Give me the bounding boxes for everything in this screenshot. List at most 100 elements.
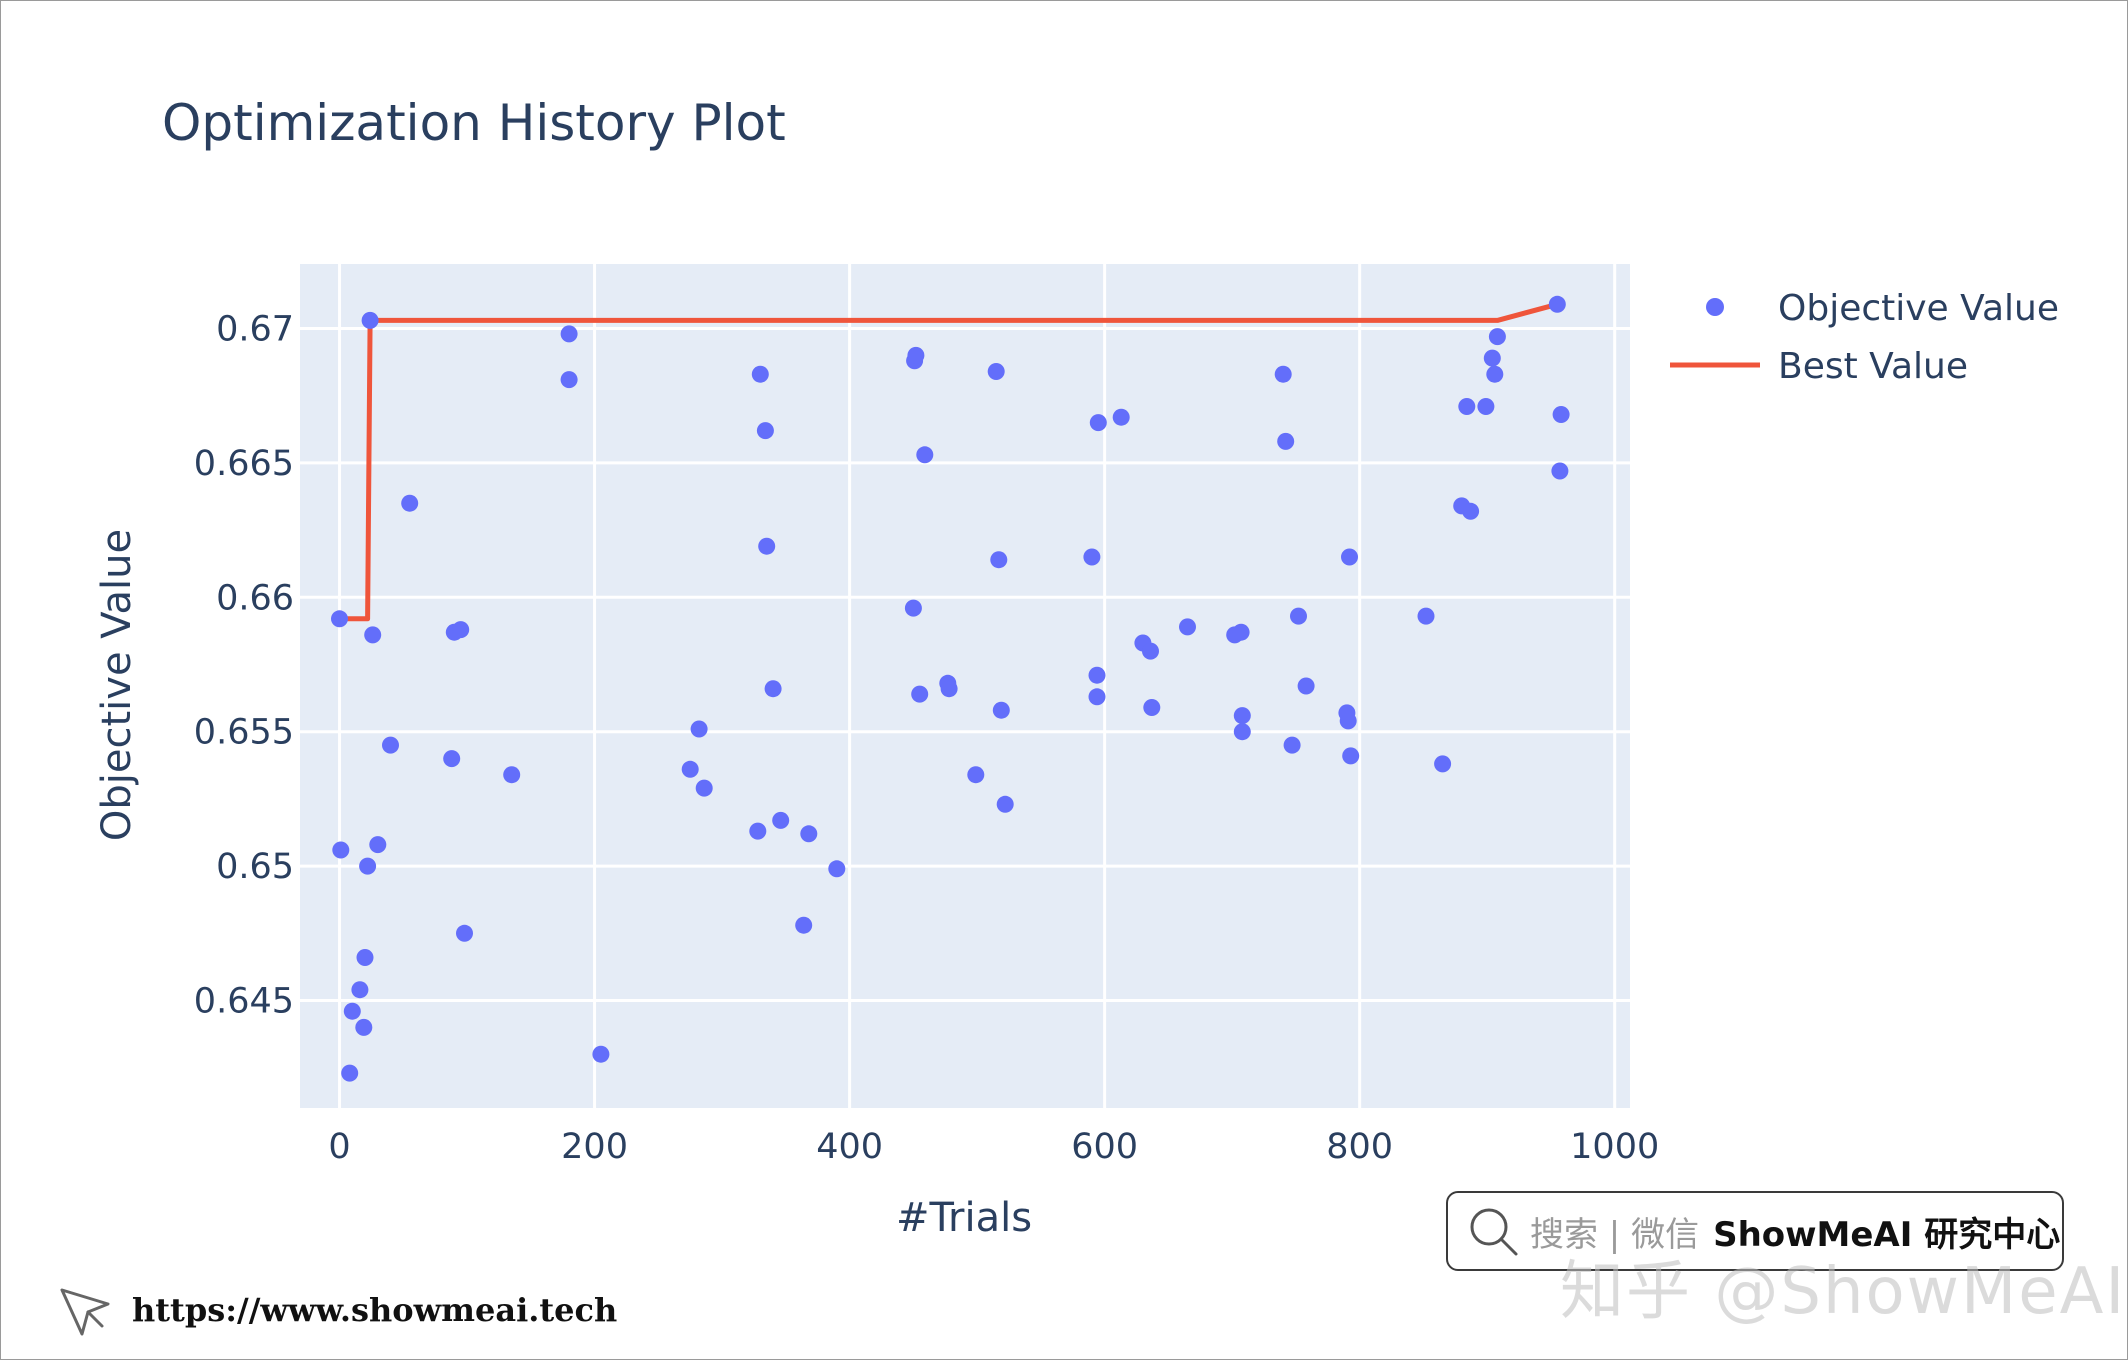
objective-value-point (341, 1064, 359, 1082)
objective-value-point (359, 857, 377, 875)
objective-value-point (1488, 328, 1506, 346)
objective-value-point (351, 981, 369, 999)
x-tick-label: 400 (816, 1127, 883, 1167)
objective-value-point (443, 750, 461, 768)
objective-value-point (758, 537, 776, 555)
objective-value-point (1486, 365, 1504, 383)
y-tick-label: 0.645 (194, 981, 294, 1021)
objective-value-point (1112, 408, 1130, 426)
objective-value-point (751, 365, 769, 383)
objective-value-point (987, 363, 1005, 380)
search-text: 搜索 | 微信 (1530, 1214, 1700, 1255)
y-tick-label: 0.67 (216, 310, 294, 350)
objective-value-point (1088, 688, 1106, 706)
objective-value-point (1179, 618, 1196, 636)
y-tick-label: 0.65 (216, 847, 294, 887)
objective-value-point (1143, 699, 1161, 716)
objective-value-point (1088, 666, 1106, 684)
legend-entry: Best Value (1778, 346, 1968, 387)
objective-value-point (355, 1018, 373, 1036)
objective-value-point (1458, 398, 1476, 415)
objective-value-point (331, 610, 348, 628)
plot-area (300, 264, 1630, 1108)
chart-title: Optimization History Plot (162, 94, 786, 152)
x-tick-label: 600 (1071, 1127, 1138, 1167)
objective-value-point (1552, 406, 1570, 423)
objective-value-point (749, 822, 767, 840)
objective-value-point (401, 494, 419, 512)
objective-value-point (967, 766, 985, 784)
objective-value-point (1089, 414, 1107, 432)
legend: Objective Value Best Value (1670, 288, 2059, 387)
objective-value-point (364, 626, 382, 644)
objective-value-point (795, 916, 813, 934)
objective-value-point (904, 599, 922, 617)
objective-value-point (940, 680, 958, 698)
objective-value-point (695, 779, 713, 797)
objective-value-point (332, 841, 350, 859)
cursor-icon (58, 1282, 114, 1338)
search-badge: 搜索 | 微信 ShowMeAI 研究中心 (1446, 1191, 2064, 1271)
objective-value-point (1551, 462, 1569, 480)
objective-value-point (1297, 677, 1315, 695)
objective-value-point (911, 685, 929, 703)
objective-value-point (369, 836, 387, 854)
objective-value-point (764, 680, 782, 698)
objective-value-point (1290, 607, 1307, 625)
footer: https://www.showmeai.tech (58, 1282, 617, 1338)
y-tick-label: 0.665 (194, 444, 294, 484)
x-axis-label: #Trials (896, 1195, 1032, 1241)
objective-value-point (503, 766, 521, 784)
objective-value-point (916, 446, 934, 464)
objective-value-point (1142, 642, 1159, 660)
objective-value-point (1277, 432, 1295, 450)
objective-value-point (343, 1002, 361, 1020)
legend-entry: Objective Value (1778, 288, 2059, 329)
objective-value-point (1341, 548, 1358, 566)
objective-value-point (1233, 723, 1251, 741)
legend-marker-swatch (1706, 298, 1724, 316)
objective-value-point (1417, 607, 1435, 625)
search-icon (1466, 1204, 1520, 1258)
objective-value-point (356, 949, 374, 966)
objective-value-point (382, 736, 399, 754)
objective-value-point (1462, 502, 1480, 520)
objective-value-point (828, 860, 846, 878)
objective-value-point (1342, 747, 1360, 765)
objective-value-point (800, 825, 818, 843)
y-axis-label: Objective Value (94, 529, 140, 841)
objective-value-point (756, 422, 774, 440)
objective-value-point (1477, 398, 1495, 415)
x-tick-label: 0 (328, 1127, 350, 1167)
objective-value-point (592, 1045, 610, 1063)
y-tick-label: 0.66 (216, 578, 294, 618)
objective-value-point (1233, 707, 1251, 725)
watermark: 知乎 @ShowMeAI (1560, 1255, 2127, 1329)
objective-value-point (1274, 365, 1292, 383)
x-tick-label: 200 (561, 1127, 628, 1167)
objective-value-point (690, 720, 708, 738)
objective-value-point (1434, 755, 1452, 773)
objective-value-point (560, 371, 578, 389)
objective-value-point (772, 811, 790, 829)
objective-value-point (1083, 548, 1101, 566)
objective-value-point (1548, 295, 1566, 313)
objective-value-point (681, 760, 699, 778)
objective-value-point (996, 795, 1014, 813)
objective-value-point (456, 924, 473, 942)
y-tick-label: 0.655 (194, 713, 294, 753)
objective-value-point (560, 325, 578, 343)
objective-value-point (361, 311, 379, 329)
objective-value-point (1339, 712, 1357, 730)
objective-value-point (452, 621, 470, 639)
x-tick-label: 1000 (1570, 1127, 1659, 1167)
objective-value-point (1483, 349, 1501, 367)
objective-value-point (1283, 736, 1301, 754)
objective-value-point (907, 346, 925, 364)
objective-value-point (990, 551, 1008, 569)
objective-value-point (992, 701, 1010, 719)
objective-value-point (1232, 623, 1250, 641)
brand-name: ShowMeAI 研究中心 (1713, 1214, 2061, 1255)
site-url[interactable]: https://www.showmeai.tech (132, 1291, 618, 1329)
